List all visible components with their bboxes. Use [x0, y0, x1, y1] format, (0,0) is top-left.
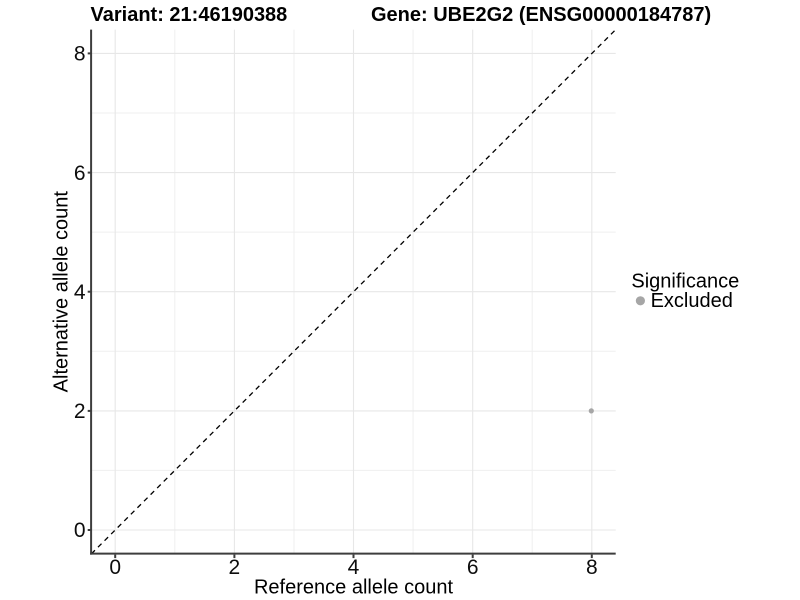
- svg-text:2: 2: [74, 400, 86, 423]
- svg-text:Alternative allele count: Alternative allele count: [50, 191, 72, 393]
- svg-text:0: 0: [109, 556, 121, 579]
- svg-text:Significance: Significance: [631, 271, 739, 293]
- svg-text:4: 4: [348, 556, 360, 579]
- svg-text:Reference allele count: Reference allele count: [254, 576, 453, 598]
- svg-text:Gene: UBE2G2 (ENSG00000184787): Gene: UBE2G2 (ENSG00000184787): [371, 4, 711, 26]
- svg-text:0: 0: [74, 519, 86, 542]
- svg-text:8: 8: [586, 556, 598, 579]
- svg-text:8: 8: [74, 43, 86, 66]
- svg-text:Excluded: Excluded: [651, 290, 733, 312]
- svg-text:2: 2: [229, 556, 241, 579]
- svg-text:6: 6: [74, 162, 86, 185]
- svg-text:4: 4: [74, 281, 86, 304]
- svg-text:6: 6: [467, 556, 479, 579]
- svg-text:Variant: 21:46190388: Variant: 21:46190388: [91, 4, 288, 26]
